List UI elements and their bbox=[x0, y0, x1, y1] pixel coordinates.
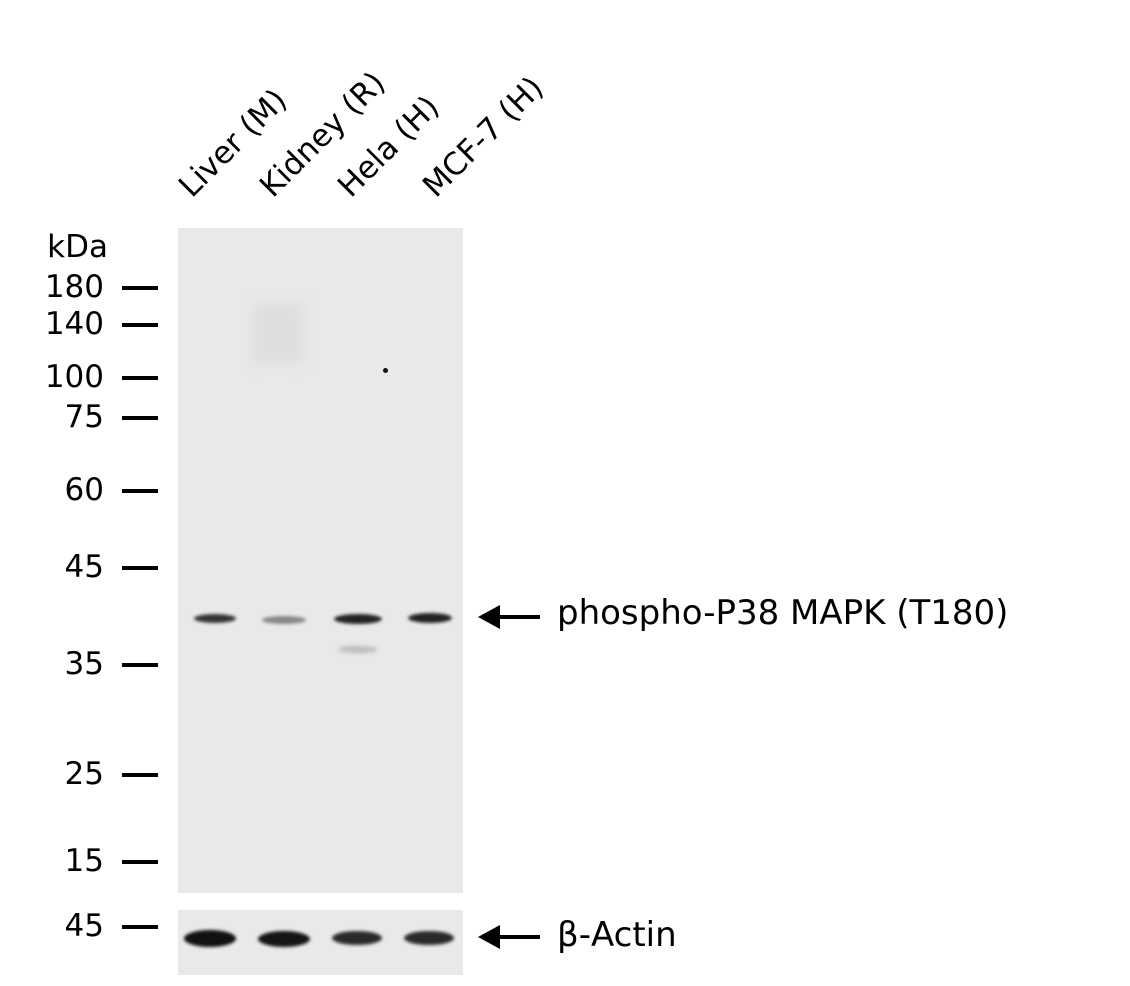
marker-actin-45: 45 bbox=[64, 908, 104, 944]
marker-75: 75 bbox=[64, 399, 104, 435]
marker-tick bbox=[122, 416, 158, 420]
marker-45: 45 bbox=[64, 549, 104, 585]
marker-35: 35 bbox=[64, 646, 104, 682]
marker-140: 140 bbox=[44, 306, 104, 342]
marker-tick bbox=[122, 566, 158, 570]
actin-band-lane-2 bbox=[258, 931, 310, 947]
actin-band-lane-3 bbox=[332, 931, 382, 945]
marker-tick bbox=[122, 925, 158, 929]
lane-label-4: MCF-7 (H) bbox=[415, 69, 551, 205]
smear bbox=[253, 303, 303, 363]
marker-tick bbox=[122, 663, 158, 667]
actin-blot bbox=[178, 910, 463, 975]
speck bbox=[383, 368, 388, 373]
band-lane-2 bbox=[262, 616, 306, 624]
marker-15: 15 bbox=[64, 843, 104, 879]
marker-180: 180 bbox=[44, 269, 104, 305]
arrow-left-icon bbox=[478, 925, 540, 949]
marker-tick bbox=[122, 323, 158, 327]
arrow-left-icon bbox=[478, 605, 540, 629]
target-label: phospho-P38 MAPK (T180) bbox=[557, 593, 1009, 633]
band-lane-4 bbox=[408, 613, 452, 623]
actin-band-lane-4 bbox=[404, 931, 454, 945]
marker-tick bbox=[122, 773, 158, 777]
marker-tick bbox=[122, 376, 158, 380]
marker-25: 25 bbox=[64, 756, 104, 792]
faint-band-lane-3 bbox=[338, 646, 378, 653]
marker-tick bbox=[122, 286, 158, 290]
loading-control-label: β-Actin bbox=[557, 915, 677, 955]
actin-band-lane-1 bbox=[184, 930, 236, 947]
main-blot bbox=[178, 228, 463, 893]
marker-100: 100 bbox=[44, 359, 104, 395]
band-lane-1 bbox=[194, 614, 236, 623]
kda-label: kDa bbox=[47, 229, 108, 265]
marker-60: 60 bbox=[64, 472, 104, 508]
marker-tick bbox=[122, 489, 158, 493]
marker-tick bbox=[122, 860, 158, 864]
band-lane-3 bbox=[334, 614, 382, 624]
